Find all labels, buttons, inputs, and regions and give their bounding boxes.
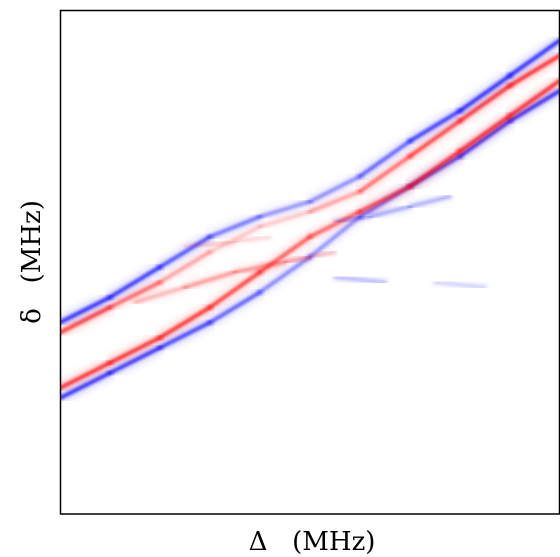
trace-0-segment-3 (208, 290, 262, 325)
trace-3-segment-8 (458, 73, 512, 113)
trace-4-segment-1 (183, 270, 237, 289)
trace-0-segment-0 (60, 371, 112, 400)
trace-3-segment-7 (408, 109, 462, 143)
trace-2-segment-9 (508, 53, 560, 88)
trace-2-segment-2 (158, 250, 212, 284)
trace-3-segment-4 (258, 199, 312, 219)
trace-1-segment-6 (358, 184, 412, 214)
trace-4-segment-2 (233, 260, 287, 274)
trace-3-segment-1 (108, 265, 162, 299)
trace-5-segment-3 (433, 280, 487, 289)
trace-0-segment-2 (158, 320, 212, 350)
trace-3-segment-5 (308, 174, 362, 204)
trace-6-segment-2 (233, 235, 272, 244)
trace-2-segment-5 (308, 189, 362, 214)
trace-7-segment-0 (333, 215, 372, 224)
trace-2-segment-8 (458, 83, 512, 123)
trace-0-segment-1 (108, 346, 162, 375)
trace-1-segment-2 (158, 305, 212, 340)
trace-1-segment-7 (408, 149, 462, 188)
trace-3-segment-6 (358, 139, 412, 178)
trace-5-segment-1 (333, 275, 387, 284)
trace-1-segment-8 (458, 114, 512, 153)
trace-3-segment-9 (508, 38, 560, 78)
trace-2-segment-3 (208, 225, 262, 254)
trace-1-segment-1 (108, 336, 162, 365)
trace-1-segment-0 (60, 361, 112, 390)
trace-7-segment-1 (368, 204, 412, 219)
trace-2-segment-0 (60, 305, 112, 335)
trace-1-segment-3 (208, 270, 262, 309)
trace-3-segment-2 (158, 235, 212, 269)
trace-2-segment-4 (258, 210, 312, 229)
trace-2-segment-7 (408, 119, 462, 158)
heatmap-traces (60, 35, 560, 404)
trace-2-segment-6 (358, 154, 412, 194)
trace-6-segment-1 (183, 240, 237, 249)
x-axis-label: Δ (MHz) (249, 527, 376, 557)
trace-4-segment-4 (308, 250, 337, 259)
trace-3-segment-3 (208, 215, 262, 239)
trace-1-segment-9 (508, 78, 560, 118)
trace-4-segment-0 (133, 285, 187, 304)
trace-7-segment-2 (408, 194, 452, 209)
trace-2-segment-1 (108, 280, 162, 309)
trace-3-segment-0 (60, 295, 112, 325)
y-axis-label: δ (MHz) (17, 200, 47, 324)
